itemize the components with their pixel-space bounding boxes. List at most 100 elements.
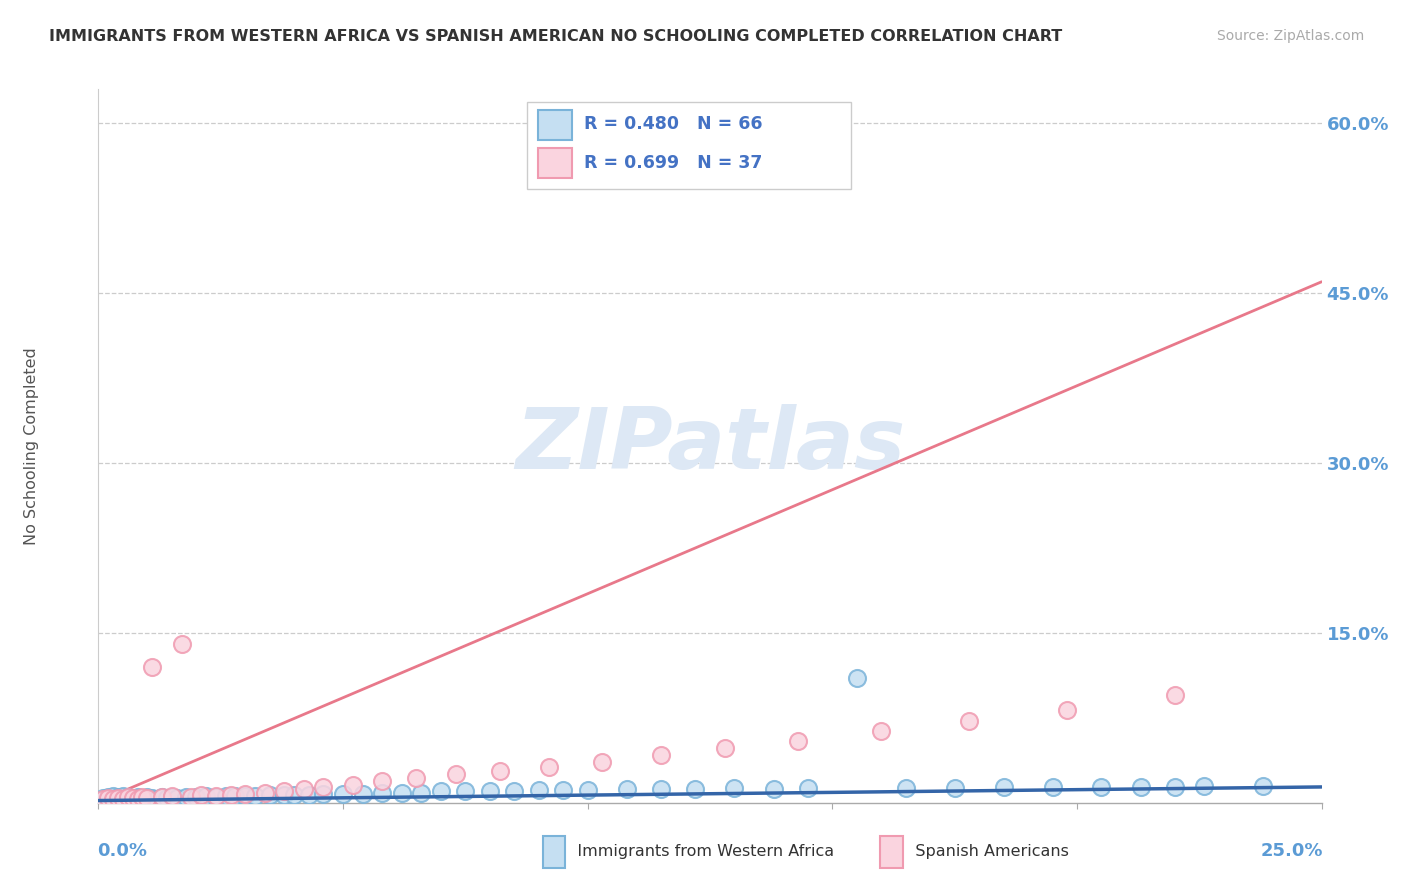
- Point: [150, 790, 173, 805]
- Point: [713, 741, 735, 756]
- Point: [186, 790, 208, 805]
- Point: [894, 780, 917, 795]
- Point: [107, 790, 129, 805]
- Point: [430, 784, 453, 798]
- Point: [352, 787, 374, 801]
- Point: [332, 787, 354, 801]
- Point: [117, 792, 139, 806]
- Point: [190, 788, 212, 802]
- Point: [537, 759, 560, 773]
- Point: [411, 786, 433, 800]
- Point: [797, 780, 820, 795]
- Point: [195, 789, 218, 803]
- Point: [591, 755, 613, 769]
- Point: [312, 787, 335, 801]
- Point: [342, 778, 364, 792]
- Text: 0.0%: 0.0%: [97, 842, 148, 860]
- Point: [127, 792, 149, 806]
- Point: [957, 714, 980, 729]
- Point: [121, 793, 143, 807]
- Point: [156, 791, 179, 805]
- Point: [224, 789, 246, 803]
- Point: [127, 790, 149, 805]
- Point: [121, 791, 143, 805]
- Point: [111, 791, 134, 805]
- Point: [845, 671, 868, 685]
- Point: [259, 788, 281, 802]
- Point: [1192, 779, 1215, 793]
- Point: [454, 784, 477, 798]
- Text: R = 0.699   N = 37: R = 0.699 N = 37: [583, 154, 762, 172]
- Point: [97, 791, 120, 805]
- FancyBboxPatch shape: [537, 110, 572, 140]
- Point: [553, 783, 575, 797]
- Point: [111, 793, 134, 807]
- Point: [1090, 780, 1112, 794]
- Point: [166, 791, 188, 805]
- Point: [180, 790, 202, 805]
- Point: [205, 789, 228, 803]
- Point: [117, 790, 139, 805]
- Point: [111, 789, 134, 803]
- Point: [101, 792, 124, 806]
- Point: [160, 790, 183, 805]
- Point: [253, 786, 276, 800]
- Point: [101, 793, 124, 807]
- Point: [91, 791, 114, 805]
- Point: [685, 782, 707, 797]
- Point: [131, 791, 153, 805]
- Text: R = 0.480   N = 66: R = 0.480 N = 66: [583, 115, 762, 133]
- Point: [127, 792, 149, 806]
- Point: [371, 786, 394, 800]
- Point: [1164, 688, 1187, 702]
- Point: [97, 792, 120, 806]
- Point: [233, 789, 256, 803]
- Point: [650, 748, 672, 763]
- Point: [97, 790, 120, 805]
- Point: [870, 724, 893, 739]
- Point: [117, 790, 139, 805]
- Point: [993, 780, 1015, 794]
- Point: [1056, 703, 1078, 717]
- Point: [214, 789, 236, 803]
- Point: [943, 780, 966, 795]
- Point: [131, 790, 153, 805]
- Point: [503, 784, 526, 798]
- FancyBboxPatch shape: [526, 102, 851, 189]
- Text: Spanish Americans: Spanish Americans: [900, 845, 1069, 859]
- Text: Immigrants from Western Africa: Immigrants from Western Africa: [562, 845, 835, 859]
- Point: [292, 782, 315, 797]
- Point: [1129, 780, 1152, 794]
- Point: [1251, 779, 1274, 793]
- Text: 25.0%: 25.0%: [1260, 842, 1323, 860]
- Point: [391, 786, 413, 800]
- Point: [150, 790, 173, 805]
- Point: [136, 792, 159, 806]
- Text: No Schooling Completed: No Schooling Completed: [24, 347, 38, 545]
- Point: [444, 767, 467, 781]
- Point: [146, 792, 169, 806]
- Point: [107, 791, 129, 805]
- Point: [298, 788, 321, 802]
- Point: [371, 774, 394, 789]
- Text: ZIPatlas: ZIPatlas: [515, 404, 905, 488]
- Point: [283, 788, 305, 802]
- Point: [650, 782, 672, 797]
- Point: [136, 791, 159, 805]
- Point: [243, 789, 266, 803]
- Point: [233, 787, 256, 801]
- Point: [576, 783, 599, 797]
- Point: [273, 784, 295, 798]
- Point: [136, 790, 159, 805]
- Text: IMMIGRANTS FROM WESTERN AFRICA VS SPANISH AMERICAN NO SCHOOLING COMPLETED CORREL: IMMIGRANTS FROM WESTERN AFRICA VS SPANIS…: [49, 29, 1063, 44]
- Point: [205, 790, 228, 805]
- Point: [91, 792, 114, 806]
- Point: [762, 782, 785, 797]
- Point: [488, 764, 510, 778]
- Point: [616, 782, 638, 797]
- Point: [160, 789, 183, 803]
- Point: [107, 792, 129, 806]
- Point: [219, 788, 242, 802]
- Point: [723, 780, 745, 795]
- Point: [405, 771, 427, 785]
